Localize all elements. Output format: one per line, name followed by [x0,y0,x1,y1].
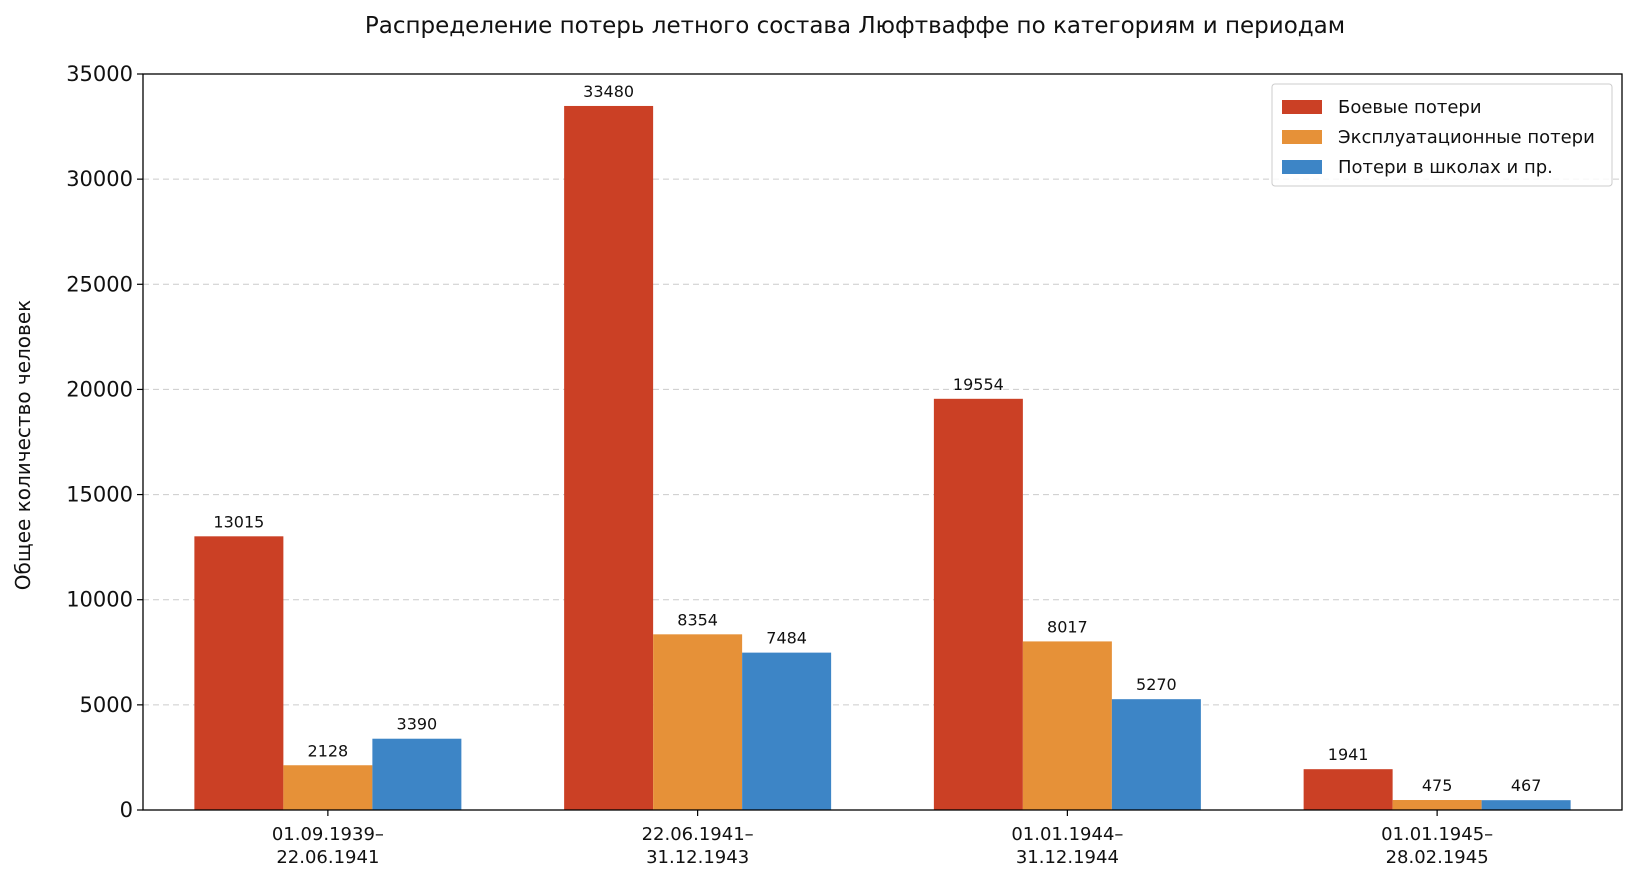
x-tick-label: 31.12.1943 [646,847,749,868]
y-axis-ticks: 0 5000 10000 15000 20000 25000 30000 35000 [66,62,143,822]
bar [653,634,743,810]
data-labels: 13015 2128 3390 33480 8354 7484 19554 8017 5270 1… [213,82,1541,795]
data-label: 475 [1422,776,1453,795]
y-axis-label: Общее количество человек [11,300,35,590]
y-tick-label: 25000 [66,272,133,296]
y-tick-label: 0 [120,798,133,822]
bars [194,105,1571,810]
bar [1022,641,1112,810]
bar [564,105,654,810]
data-label: 467 [1511,776,1542,795]
x-tick-label: 31.12.1944 [1016,847,1119,868]
y-tick-label: 20000 [66,377,133,401]
x-tick-label: 22.06.1941 [276,847,379,868]
chart-title: Распределение потерь летного состава Люф… [365,13,1345,39]
y-tick-label: 5000 [80,693,133,717]
bar [194,536,284,810]
data-label: 33480 [583,82,634,101]
data-label: 7484 [766,629,807,648]
data-label: 13015 [213,512,264,531]
data-label: 19554 [953,375,1004,394]
data-label: 2128 [308,741,349,760]
data-label: 1941 [1328,745,1369,764]
data-label: 5270 [1136,675,1177,694]
legend-label: Потери в школах и пр. [1338,157,1553,178]
bar [283,765,373,810]
data-label: 8354 [677,610,718,629]
x-tick-label: 01.01.1944– [1011,824,1123,845]
legend-box [1271,83,1613,187]
legend-label: Боевые потери [1338,97,1482,118]
y-tick-label: 30000 [66,167,133,191]
legend-swatch [1282,100,1322,114]
data-label: 8017 [1047,617,1088,636]
x-axis-ticks: 01.09.1939–22.06.194122.06.1941–31.12.19… [272,810,1493,868]
bar [1303,769,1393,810]
x-tick-label: 22.06.1941– [642,824,754,845]
x-tick-label: 01.01.1945– [1381,824,1493,845]
y-tick-label: 35000 [66,62,133,86]
legend-swatch [1282,160,1322,174]
plot-frame [142,73,1623,811]
bar [1481,800,1571,810]
bar [742,652,832,810]
y-tick-label: 15000 [66,483,133,507]
x-tick-label: 01.09.1939– [272,824,384,845]
bar [1392,800,1482,810]
x-tick-label: 28.02.1945 [1386,847,1489,868]
bar [1111,699,1201,810]
legend: Боевые потери Эксплуатационные потери Поте… [1271,83,1613,187]
bar [933,398,1023,810]
data-label: 3390 [397,715,438,734]
legend-label: Эксплуатационные потери [1338,127,1595,148]
legend-swatch [1282,130,1322,144]
y-tick-label: 10000 [66,588,133,612]
bar [372,738,462,810]
